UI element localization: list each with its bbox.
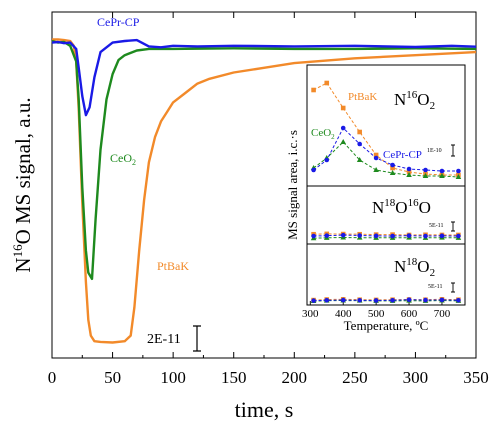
inset-x-tick-label: 400 <box>335 308 352 320</box>
inset-point-ceprcp <box>324 233 330 238</box>
inset-x-tick-label: 600 <box>401 308 418 320</box>
inset-scale-bar-3 <box>451 282 455 293</box>
inset-point-ceprcp <box>311 233 316 239</box>
inset-point-ceprcp <box>373 155 379 161</box>
inset-x-tick-label: 700 <box>434 308 451 320</box>
scale-bar <box>193 325 201 352</box>
inset-point-ceprcp <box>406 166 412 172</box>
inset-line-ceprcp <box>313 234 459 237</box>
x-tick-label: 50 <box>104 368 121 387</box>
series-label-ptbak: PtBaK <box>157 259 189 273</box>
inset-point-ptbak <box>324 80 330 86</box>
inset-x-axis: 300 400 500 600 700 <box>302 301 451 320</box>
inset-point-ceprcp <box>456 168 461 174</box>
inset-point-ceprcp <box>390 297 395 303</box>
inset-point-ceprcp <box>423 297 428 303</box>
ylabel-suffix: O MS signal, a.u. <box>11 97 35 244</box>
inset-point-ceprcp <box>439 168 445 174</box>
inset-point-ceprcp <box>373 298 379 303</box>
x-tick-label: 300 <box>403 368 429 387</box>
x-tick-label: 200 <box>282 368 308 387</box>
inset-title-n16o2: N16O2 <box>394 89 435 112</box>
scale-bar-label: 2E-11 <box>147 332 181 347</box>
inset-x-tick-label: 500 <box>368 308 385 320</box>
inset-line-ptbak <box>313 233 459 236</box>
x-tick-label: 0 <box>48 368 57 387</box>
inset-point-ceprcp <box>406 297 412 303</box>
inset-scale-label-2: 5E-11 <box>429 223 443 229</box>
inset-point-ceprcp <box>340 125 346 131</box>
inset-point-ptbak <box>311 87 316 93</box>
inset-point-ceprcp <box>390 233 395 239</box>
inset-line-ceprcp <box>313 127 459 172</box>
inset-scale-bar-2 <box>451 221 455 232</box>
inset-point-ceo2 <box>373 167 379 172</box>
main-x-axis: 0 50 100 150 200 250 300 350 <box>48 12 489 387</box>
inset-point-ceprcp <box>439 233 445 239</box>
inset-point-ptbak <box>390 165 395 171</box>
inset-title-n18o2: N18O2 <box>394 256 435 279</box>
inset-point-ceprcp <box>357 297 362 303</box>
inset-point-ceprcp <box>324 157 330 163</box>
inset-point-ptbak <box>373 152 379 158</box>
inset-point-ceprcp <box>340 232 346 238</box>
inset-label-ptbak: PtBaK <box>348 91 377 103</box>
ylabel-prefix: N <box>11 257 35 272</box>
inset-title-n18o16o: N18O16O <box>372 197 431 217</box>
inset-point-ceprcp <box>357 233 362 238</box>
x-tick-label: 150 <box>221 368 247 387</box>
inset-point-ceo2 <box>389 170 396 175</box>
inset-point-ceprcp <box>324 297 330 303</box>
inset-scale-label-1: 1E-10 <box>427 148 442 154</box>
inset-point-ceprcp <box>423 167 428 173</box>
inset-point-ptbak <box>340 105 346 111</box>
inset-point-ptbak <box>357 129 362 135</box>
main-y-axis-label: N16O MS signal, a.u. <box>10 97 35 272</box>
x-tick-label: 350 <box>463 368 489 387</box>
main-series <box>51 38 477 344</box>
inset-label-ceo2: CeO2 <box>311 127 335 141</box>
inset-point-ceprcp <box>439 297 445 303</box>
main-x-axis-label: time, s <box>235 397 294 422</box>
inset-scale-label-3: 5E-11 <box>428 284 442 290</box>
inset-point-ceo2 <box>406 172 412 177</box>
inset-x-tick-label: 300 <box>302 308 319 320</box>
inset-series <box>310 80 462 304</box>
inset-point-ceo2 <box>439 173 445 178</box>
inset-point-ceprcp <box>373 233 379 239</box>
series-label-cepr: CePr-CP <box>97 15 140 29</box>
inset-point-ceo2 <box>455 174 462 179</box>
series-line-ceprcp <box>51 38 477 117</box>
inset-point-ceprcp <box>390 162 395 168</box>
inset-point-ceo2 <box>356 157 363 162</box>
inset-line-ceo2 <box>313 236 459 239</box>
inset-label-cepr: CePr-CP <box>383 149 422 161</box>
x-tick-label: 100 <box>160 368 186 387</box>
inset-point-ceprcp <box>423 233 428 239</box>
inset-point-ceprcp <box>456 233 461 239</box>
inset-point-ceprcp <box>340 297 346 303</box>
inset-scale-bar-1 <box>451 144 455 157</box>
inset-point-ceprcp <box>311 298 316 303</box>
inset-y-axis-label: MS signal area, i.c.·s <box>285 130 300 240</box>
inset-point-ceprcp <box>456 297 461 303</box>
series-label-ceo2: CeO2 <box>110 151 136 167</box>
inset-point-ceo2 <box>340 139 347 144</box>
inset-line-ceo2 <box>313 141 459 178</box>
inset-point-ceo2 <box>422 173 429 178</box>
inset-background <box>306 64 466 306</box>
series-line-ceo <box>51 39 477 281</box>
inset-point-ptbak <box>406 169 412 175</box>
inset-point-ceprcp <box>406 233 412 238</box>
ylabel-sup: 16 <box>10 244 25 258</box>
inset-x-axis-label: Temperature, ºC <box>344 318 429 333</box>
inset-point-ceprcp <box>357 141 362 147</box>
x-tick-label: 250 <box>342 368 368 387</box>
inset-line-ceprcp <box>313 299 459 302</box>
inset-point-ceprcp <box>311 167 316 173</box>
